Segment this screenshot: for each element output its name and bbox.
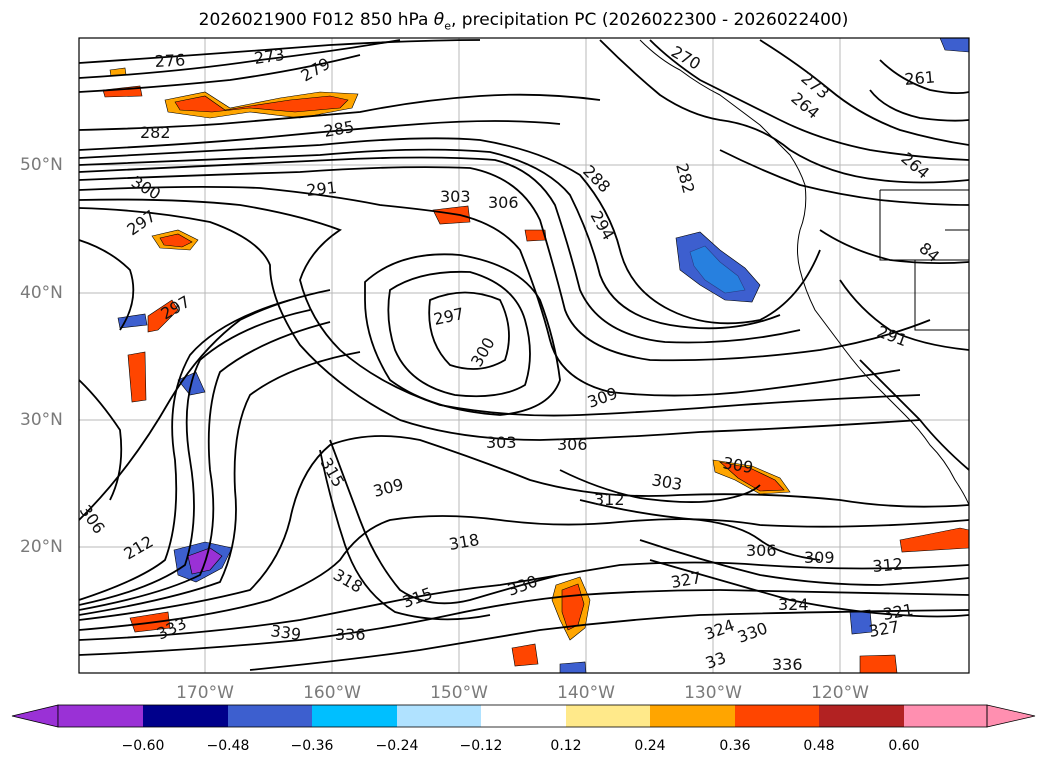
colorbar-segment bbox=[143, 705, 228, 727]
colorbar-segment bbox=[735, 705, 819, 727]
contour-label: 324 bbox=[778, 595, 809, 614]
lon-label-150w: 150°W bbox=[430, 683, 488, 703]
contour-label: 303 bbox=[486, 433, 517, 452]
lat-label-40n: 40°N bbox=[20, 283, 63, 303]
lat-label-20n: 20°N bbox=[20, 537, 63, 557]
colorbar-extension-high bbox=[986, 704, 1036, 728]
lon-label-170w: 170°W bbox=[176, 683, 234, 703]
colorbar-outline bbox=[57, 704, 988, 728]
theta-symbol: θ bbox=[433, 10, 445, 30]
colorbar-segment bbox=[58, 705, 143, 727]
map-panel bbox=[79, 38, 969, 673]
colorbar-segment bbox=[228, 705, 312, 727]
contour-label: 261 bbox=[904, 67, 936, 89]
map-frame bbox=[78, 37, 970, 674]
lon-label-140w: 140°W bbox=[557, 683, 615, 703]
contour-label: 282 bbox=[140, 123, 171, 142]
colorbar-tick-label: −0.12 bbox=[459, 738, 503, 754]
contour-label: 336 bbox=[772, 655, 803, 674]
contour-label: 339 bbox=[269, 621, 302, 644]
contour-label: 312 bbox=[594, 490, 625, 509]
colorbar-segment bbox=[397, 705, 481, 727]
contour-label: 276 bbox=[154, 50, 185, 71]
precipitation-patches bbox=[102, 38, 969, 673]
contour-label: 306 bbox=[746, 541, 777, 560]
contour-label: 291 bbox=[305, 178, 337, 200]
theta-subscript: e bbox=[444, 19, 451, 33]
colorbar-tick-label: −0.36 bbox=[290, 738, 334, 754]
colorbar-extension-low bbox=[11, 704, 59, 728]
lon-label-160w: 160°W bbox=[303, 683, 361, 703]
colorbar-tick-label: −0.60 bbox=[121, 738, 165, 754]
lon-label-130w: 130°W bbox=[684, 683, 742, 703]
colorbar-tick-label: −0.48 bbox=[206, 738, 250, 754]
colorbar-tick-label: 0.12 bbox=[550, 738, 582, 754]
colorbar-tick-label: 0.60 bbox=[888, 738, 920, 754]
colorbar-tick-label: 0.36 bbox=[719, 738, 751, 754]
colorbar-segment bbox=[481, 705, 566, 727]
lon-label-120w: 120°W bbox=[811, 683, 869, 703]
contour-label: 312 bbox=[872, 554, 904, 576]
colorbar-segment bbox=[650, 705, 735, 727]
colorbar-segment bbox=[566, 705, 650, 727]
chart-title: 2026021900 F012 850 hPa θe, precipitatio… bbox=[198, 10, 849, 33]
lat-label-30n: 30°N bbox=[20, 410, 63, 430]
colorbar-segment bbox=[312, 705, 397, 727]
contour-label: 309 bbox=[804, 548, 835, 567]
contour-label: 306 bbox=[488, 193, 519, 212]
contour-label: 336 bbox=[335, 625, 366, 644]
colorbar-tick-label: 0.48 bbox=[803, 738, 835, 754]
colorbar bbox=[11, 704, 1036, 728]
colorbar-tick-label: 0.24 bbox=[634, 738, 666, 754]
contour-label: 303 bbox=[440, 187, 471, 206]
colorbar-tick-label: −0.24 bbox=[375, 738, 419, 754]
contour-label: 306 bbox=[557, 435, 588, 454]
contour-label: 273 bbox=[253, 45, 286, 68]
lat-label-50n: 50°N bbox=[20, 155, 63, 175]
colorbar-segment bbox=[819, 705, 904, 727]
colorbar-segment bbox=[904, 705, 987, 727]
coastlines bbox=[639, 39, 969, 506]
theta-e-contours bbox=[79, 39, 969, 671]
